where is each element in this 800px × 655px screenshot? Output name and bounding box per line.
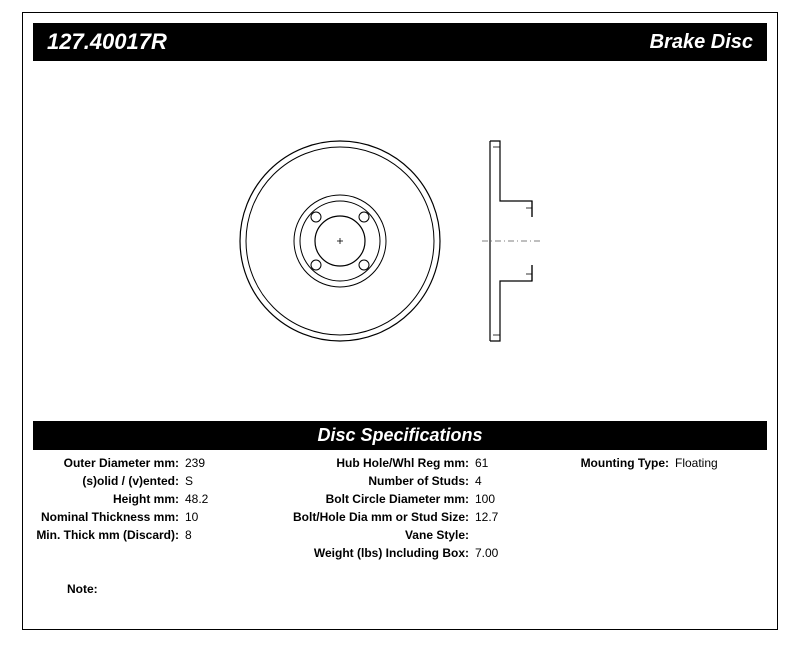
spec-label: Outer Diameter mm: <box>33 456 183 470</box>
spec-label: Bolt Circle Diameter mm: <box>263 492 473 506</box>
part-number: 127.40017R <box>47 29 167 55</box>
spec-value: 239 <box>183 456 205 470</box>
spec-value: 61 <box>473 456 488 470</box>
spec-value: 8 <box>183 528 192 542</box>
spec-label: (s)olid / (v)ented: <box>33 474 183 488</box>
spec-title: Disc Specifications <box>33 421 767 450</box>
spec-label: Weight (lbs) Including Box: <box>263 546 473 560</box>
spec-label: Min. Thick mm (Discard): <box>33 528 183 542</box>
spec-table: Outer Diameter mm:239 (s)olid / (v)ented… <box>33 456 767 564</box>
spec-label: Height mm: <box>33 492 183 506</box>
spec-value: 4 <box>473 474 482 488</box>
spec-label: Nominal Thickness mm: <box>33 510 183 524</box>
spec-label: Number of Studs: <box>263 474 473 488</box>
spec-col-1: Outer Diameter mm:239 (s)olid / (v)ented… <box>33 456 263 564</box>
spec-col-2: Hub Hole/Whl Reg mm:61 Number of Studs:4… <box>263 456 563 564</box>
spec-value: Floating <box>673 456 718 470</box>
note-label: Note: <box>67 582 767 596</box>
spec-value: 10 <box>183 510 198 524</box>
spec-col-3: Mounting Type:Floating <box>563 456 767 564</box>
spec-label: Vane Style: <box>263 528 473 542</box>
header-bar: 127.40017R Brake Disc <box>33 23 767 61</box>
spec-label: Mounting Type: <box>563 456 673 470</box>
spec-label: Bolt/Hole Dia mm or Stud Size: <box>263 510 473 524</box>
product-type: Brake Disc <box>650 31 753 54</box>
spec-value: 48.2 <box>183 492 208 506</box>
spec-label: Hub Hole/Whl Reg mm: <box>263 456 473 470</box>
diagram-area <box>23 61 777 421</box>
brake-disc-diagram <box>210 121 590 361</box>
spec-value: 100 <box>473 492 495 506</box>
spec-value: 7.00 <box>473 546 498 560</box>
spec-value: 12.7 <box>473 510 498 524</box>
spec-value: S <box>183 474 193 488</box>
